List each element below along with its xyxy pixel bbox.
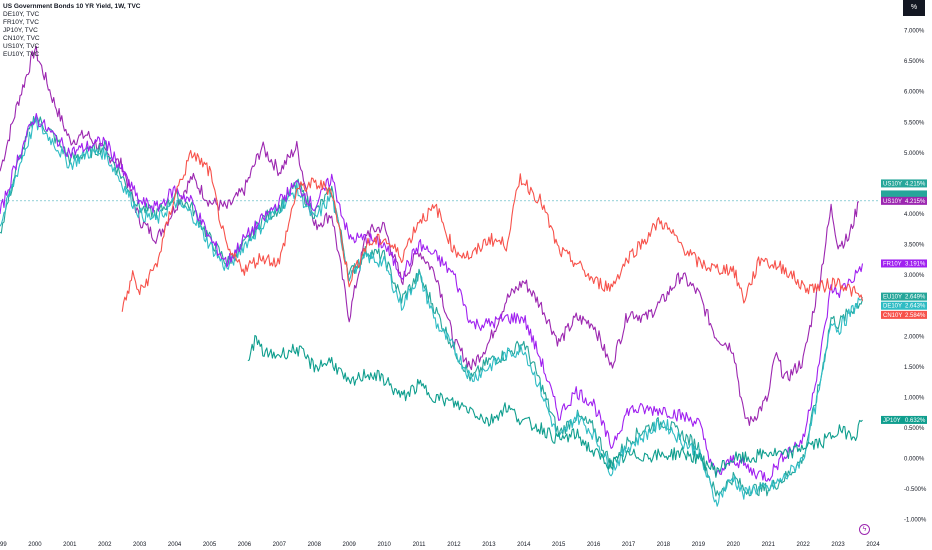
price-badge-value: 2.643% — [905, 304, 926, 310]
y-tick-label: 5.000% — [904, 151, 925, 157]
price-badge-us10y: US10Y 4.215% — [881, 179, 927, 188]
price-badge-name: FR10Y — [883, 261, 902, 267]
legend: US Government Bonds 10 YR Yield, 1W, TVC… — [3, 3, 141, 59]
price-badge-value: 4.215% — [905, 199, 926, 205]
x-tick-label: 2019 — [692, 542, 706, 548]
price-badge-eu10y: EU10Y 2.649% — [881, 292, 927, 301]
price-badge-cn10y: CN10Y 2.584% — [881, 310, 927, 319]
y-tick-label: 6.000% — [904, 90, 925, 96]
legend-title: US Government Bonds 10 YR Yield, 1W, TVC — [3, 3, 141, 10]
y-tick-label: 2.000% — [904, 334, 925, 340]
price-badge-name: US10Y — [883, 199, 902, 205]
price-badge-name: EU10Y — [883, 295, 902, 301]
x-tick-label: 2023 — [831, 542, 845, 548]
y-tick-label: -1.000% — [904, 518, 927, 524]
x-tick-label: 2016 — [587, 542, 601, 548]
x-tick-label: 2020 — [727, 542, 741, 548]
x-tick-label: 2000 — [28, 542, 42, 548]
x-tick-label: 1999 — [0, 542, 7, 548]
series-line-us10y — [0, 45, 860, 426]
x-tick-label: 2021 — [762, 542, 776, 548]
price-badge-blank — [881, 190, 927, 199]
x-tick-label: 2018 — [657, 542, 671, 548]
price-badge-name: DE10Y — [883, 304, 902, 310]
x-tick-label: 2002 — [98, 542, 112, 548]
price-badges: US10Y 4.215%US10Y 4.215%FR10Y 3.191%EU10Y 2.… — [881, 179, 927, 424]
lightning-icon[interactable]: ϟ — [859, 524, 870, 535]
y-tick-label: 1.500% — [904, 365, 925, 371]
price-badge-name: US10Y — [883, 181, 902, 187]
x-tick-label: 2015 — [552, 542, 566, 548]
y-tick-label: -0.500% — [904, 487, 927, 493]
price-badge-value: 2.584% — [905, 313, 926, 319]
price-badge-name: CN10Y — [883, 313, 902, 319]
x-tick-label: 2004 — [168, 542, 182, 548]
price-badge-name: JP10Y — [883, 418, 901, 424]
series-line-de10y — [0, 116, 863, 507]
x-tick-label: 2024 — [866, 542, 880, 548]
y-tick-label: 0.000% — [904, 457, 925, 463]
x-tick-label: 2006 — [238, 542, 252, 548]
legend-item-cn10y[interactable]: CN10Y, TVC — [3, 35, 40, 42]
x-tick-label: 2007 — [273, 542, 287, 548]
x-tick-label: 2013 — [482, 542, 496, 548]
x-tick-label: 2005 — [203, 542, 217, 548]
legend-item-jp10y[interactable]: JP10Y, TVC — [3, 27, 38, 34]
price-badge-value: 4.215% — [905, 181, 926, 187]
percent-scale-button[interactable]: % — [903, 0, 925, 16]
legend-item-de10y[interactable]: DE10Y, TVC — [3, 11, 40, 18]
x-tick-label: 2003 — [133, 542, 147, 548]
x-tick-label: 2017 — [622, 542, 636, 548]
series-line-eu10y — [0, 115, 864, 497]
y-tick-label: 0.500% — [904, 426, 925, 432]
legend-item-us10y[interactable]: US10Y, TVC — [3, 43, 40, 50]
x-tick-label: 2011 — [413, 542, 427, 548]
legend-item-fr10y[interactable]: FR10Y, TVC — [3, 19, 39, 26]
x-tick-label: 2001 — [63, 542, 77, 548]
price-badge-us10y: US10Y 4.215% — [881, 196, 927, 205]
price-badge-de10y: DE10Y 2.643% — [881, 301, 927, 310]
series-line-jp10y — [247, 334, 863, 478]
y-tick-label: 3.500% — [904, 243, 925, 249]
y-tick-label: 3.000% — [904, 273, 925, 279]
price-badge-value: 2.649% — [905, 295, 926, 301]
y-tick-label: 7.000% — [904, 29, 925, 35]
price-badge-fr10y: FR10Y 3.191% — [881, 259, 927, 268]
y-tick-label: 4.000% — [904, 212, 925, 218]
price-badge-jp10y: JP10Y 0.632% — [881, 415, 927, 424]
y-tick-label: 6.500% — [904, 59, 925, 65]
x-tick-label: 2022 — [796, 542, 810, 548]
x-axis: 1999 2000 2001 2002 2003 2004 2005 2006 2007 2008… — [0, 542, 880, 548]
y-tick-label: 1.000% — [904, 395, 925, 401]
y-axis: 7.000%6.500%6.000%5.500%5.000%4.500%4.00… — [904, 29, 927, 524]
series-line-fr10y — [0, 112, 864, 482]
x-tick-label: 2010 — [377, 542, 391, 548]
series-line-cn10y — [121, 149, 864, 312]
x-tick-label: 2008 — [308, 542, 322, 548]
x-tick-label: 2012 — [447, 542, 461, 548]
series-layer — [0, 45, 880, 507]
price-badge-value: 0.632% — [905, 418, 926, 424]
x-tick-label: 2009 — [343, 542, 357, 548]
legend-item-eu10y[interactable]: EU10Y, TVC — [3, 51, 40, 58]
x-tick-label: 2014 — [517, 542, 531, 548]
price-badge-value: 3.191% — [905, 261, 926, 267]
y-tick-label: 5.500% — [904, 120, 925, 126]
